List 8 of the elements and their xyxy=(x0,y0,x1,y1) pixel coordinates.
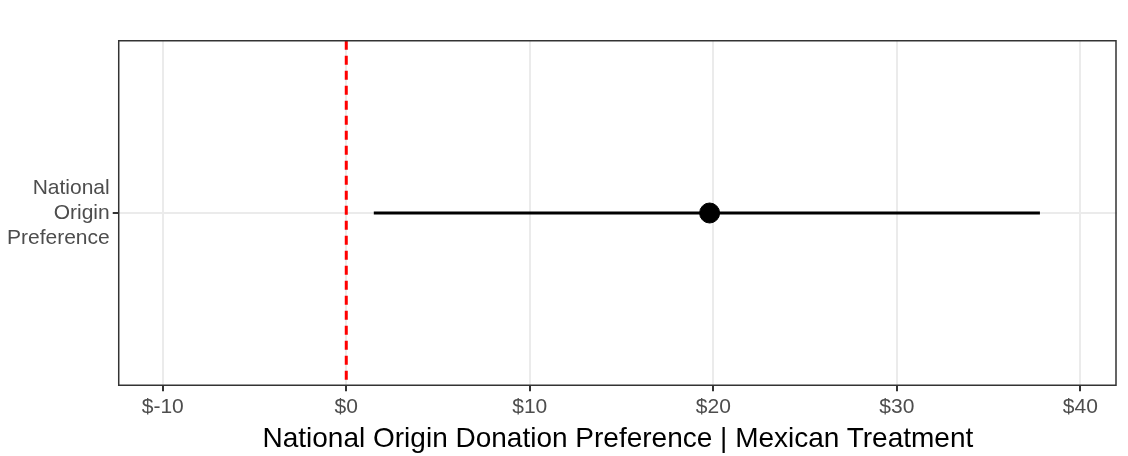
x-tick-label: $-10 xyxy=(141,393,184,417)
x-tick-label: $20 xyxy=(695,393,731,417)
x-tick-label: $40 xyxy=(1062,393,1098,417)
x-tick-label: $0 xyxy=(334,393,358,417)
x-tick-label: $30 xyxy=(879,393,915,417)
x-tick-label: $10 xyxy=(512,393,548,417)
y-tick-label: National Origin Preference xyxy=(6,174,110,248)
x-axis-title: National Origin Donation Preference | Mexican Treatment xyxy=(262,421,974,453)
